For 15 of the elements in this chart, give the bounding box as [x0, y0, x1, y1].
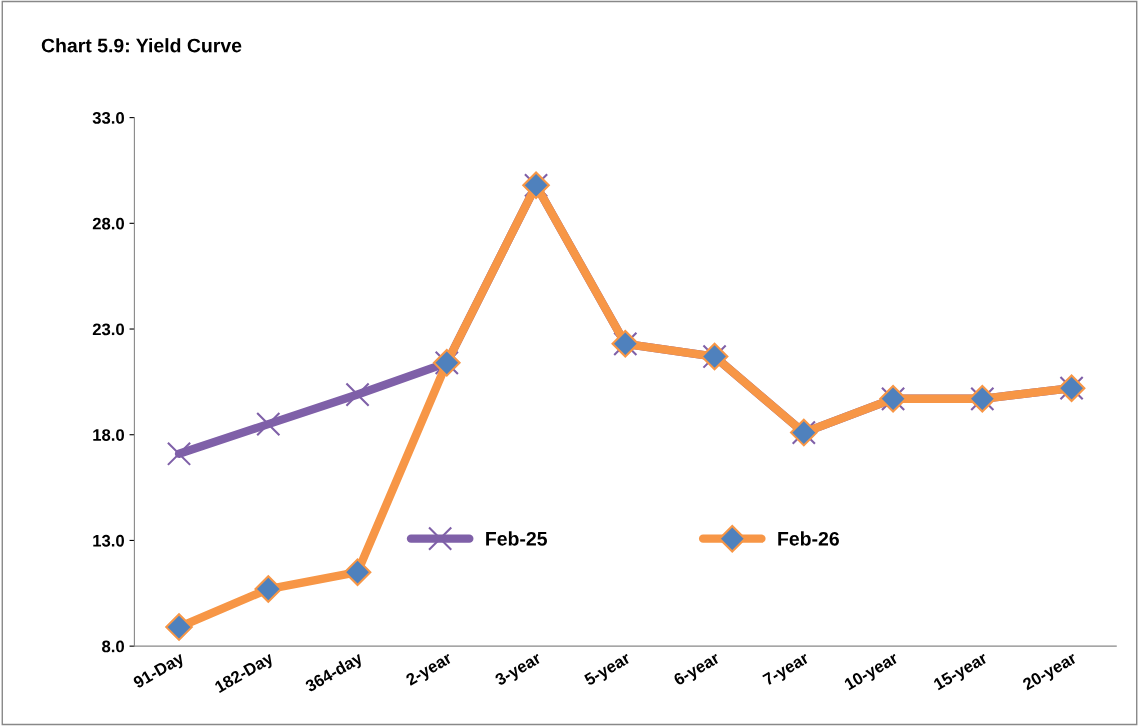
y-tick-label: 23.0 [92, 323, 124, 336]
legend-label: Feb-25 [486, 531, 547, 546]
point [166, 441, 192, 466]
point [345, 382, 370, 407]
point [165, 613, 193, 641]
legend-label: Feb-26 [778, 531, 839, 546]
point [254, 575, 283, 603]
y-tick-label: 33.0 [92, 112, 124, 124]
chart-title: Chart 5.9: Yield Curve [41, 38, 242, 53]
y-tick-label: 13.0 [93, 534, 124, 547]
y-tick-label: 28.0 [92, 217, 124, 230]
y-tick-label: 18.0 [93, 429, 124, 441]
y-tick-label: 8.0 [102, 640, 124, 653]
point [256, 412, 281, 437]
point [343, 558, 372, 586]
